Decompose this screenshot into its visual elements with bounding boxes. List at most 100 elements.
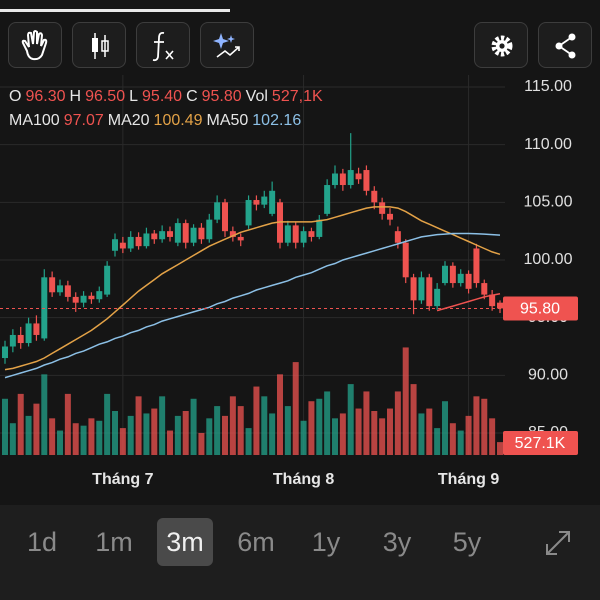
volume-bar (88, 418, 95, 455)
candle-body (198, 227, 205, 240)
volume-bar (434, 428, 441, 455)
volume-bar (33, 403, 40, 455)
candle-body (57, 285, 63, 293)
candle-body (104, 265, 111, 295)
legend-label: C (186, 88, 198, 105)
candle-body (143, 233, 150, 247)
candle-body (174, 223, 181, 243)
x-tick-label: Tháng 7 (92, 471, 153, 488)
volume-bar (206, 418, 213, 455)
range-button[interactable]: 6m (237, 527, 275, 557)
candle-body (112, 239, 118, 251)
volume-bar (418, 413, 425, 455)
volume-bar (316, 398, 323, 455)
volume-bar (371, 411, 378, 455)
candle-body (96, 291, 103, 300)
candle-body (394, 231, 401, 243)
volume-bar (159, 396, 166, 455)
candle-body (49, 277, 56, 293)
range-button[interactable]: 3m (157, 518, 213, 566)
candle-body (127, 236, 134, 249)
chart-type-button[interactable] (72, 22, 126, 68)
candle-body (159, 231, 166, 240)
last-price-label: 95.80 (520, 301, 560, 318)
y-tick-label: 90.00 (528, 367, 568, 384)
volume-bar (25, 415, 32, 455)
ai-button[interactable] (200, 22, 254, 68)
candle-body (332, 173, 338, 186)
ma-legend: MA100 97.07 MA20 100.49 MA50 102.16 (9, 112, 305, 130)
volume-bar (80, 425, 87, 455)
legend-value: 95.40 (142, 88, 183, 105)
volume-bar (339, 413, 346, 455)
volume-bar (332, 418, 338, 455)
y-tick-label: 105.00 (524, 194, 573, 211)
ma-label: MA100 (9, 112, 60, 129)
volume-bar (64, 393, 71, 455)
price-chart: 85.0090.0095.00100.00105.00110.00115.00T… (0, 75, 578, 488)
legend-value: 95.80 (201, 88, 242, 105)
candle-body (465, 273, 472, 289)
pan-tool-button[interactable] (8, 22, 62, 68)
candle-body (442, 265, 448, 284)
candle-body (284, 225, 291, 243)
volume-bar (465, 415, 472, 455)
candle-body (245, 200, 252, 226)
volume-bar (261, 396, 268, 455)
candle-body (214, 202, 221, 220)
share-button[interactable] (538, 22, 592, 68)
y-tick-label: 110.00 (524, 136, 572, 153)
ohlc-legend: O 96.30 H 96.50 L 95.40 C 95.80 Vol 527,1K (9, 88, 327, 106)
candle-body (72, 296, 79, 303)
volume-bar (135, 396, 142, 455)
range-button[interactable]: 1d (26, 527, 58, 557)
volume-bar (104, 393, 111, 455)
legend-value: 96.30 (25, 88, 66, 105)
range-button[interactable]: 1m (95, 527, 133, 557)
expand-icon[interactable] (543, 528, 573, 558)
last-price-tag (503, 296, 578, 321)
sparkle-icon (213, 33, 240, 58)
candle-body (167, 231, 173, 237)
volume-bar (49, 418, 56, 455)
volume-bar (308, 401, 315, 455)
candle-body (426, 277, 433, 307)
range-button[interactable]: 1y (311, 527, 341, 557)
volume-bar (379, 418, 386, 455)
volume-bar (182, 411, 189, 455)
volume-bar (355, 408, 362, 455)
legend-value: 527,1K (271, 88, 323, 105)
legend-value: 96.50 (85, 88, 126, 105)
candle-body (25, 323, 32, 344)
volume-bar (119, 428, 126, 455)
last-volume-label: 527.1K (515, 435, 566, 452)
indicator-button[interactable] (136, 22, 190, 68)
volume-bar (245, 428, 252, 455)
legend-label: H (69, 88, 82, 105)
settings-button[interactable] (474, 22, 528, 68)
range-button[interactable]: 5y (452, 527, 482, 557)
volume-bar (442, 401, 448, 455)
legend-label: Vol (245, 88, 268, 105)
candle-body (33, 323, 40, 335)
ma-line (4, 232, 501, 379)
candle-body (418, 277, 425, 301)
x-tick-label: Tháng 8 (273, 471, 334, 488)
volume-bar (284, 406, 291, 455)
candle-body (324, 185, 331, 214)
candle-body (229, 231, 236, 237)
volume-bar (229, 396, 236, 455)
candle-body (497, 302, 503, 309)
candle-body (2, 346, 8, 359)
volume-bar (449, 423, 456, 455)
range-button[interactable]: 3y (382, 527, 412, 557)
candle-body (222, 202, 228, 232)
volume-bar (222, 415, 228, 455)
share-icon (555, 33, 576, 59)
volume-bar (410, 384, 417, 455)
ma-label: MA20 (107, 112, 150, 129)
volume-bar (497, 442, 503, 455)
ma-label: MA50 (206, 112, 249, 129)
candle-body (9, 334, 16, 347)
volume-bar (426, 408, 433, 455)
